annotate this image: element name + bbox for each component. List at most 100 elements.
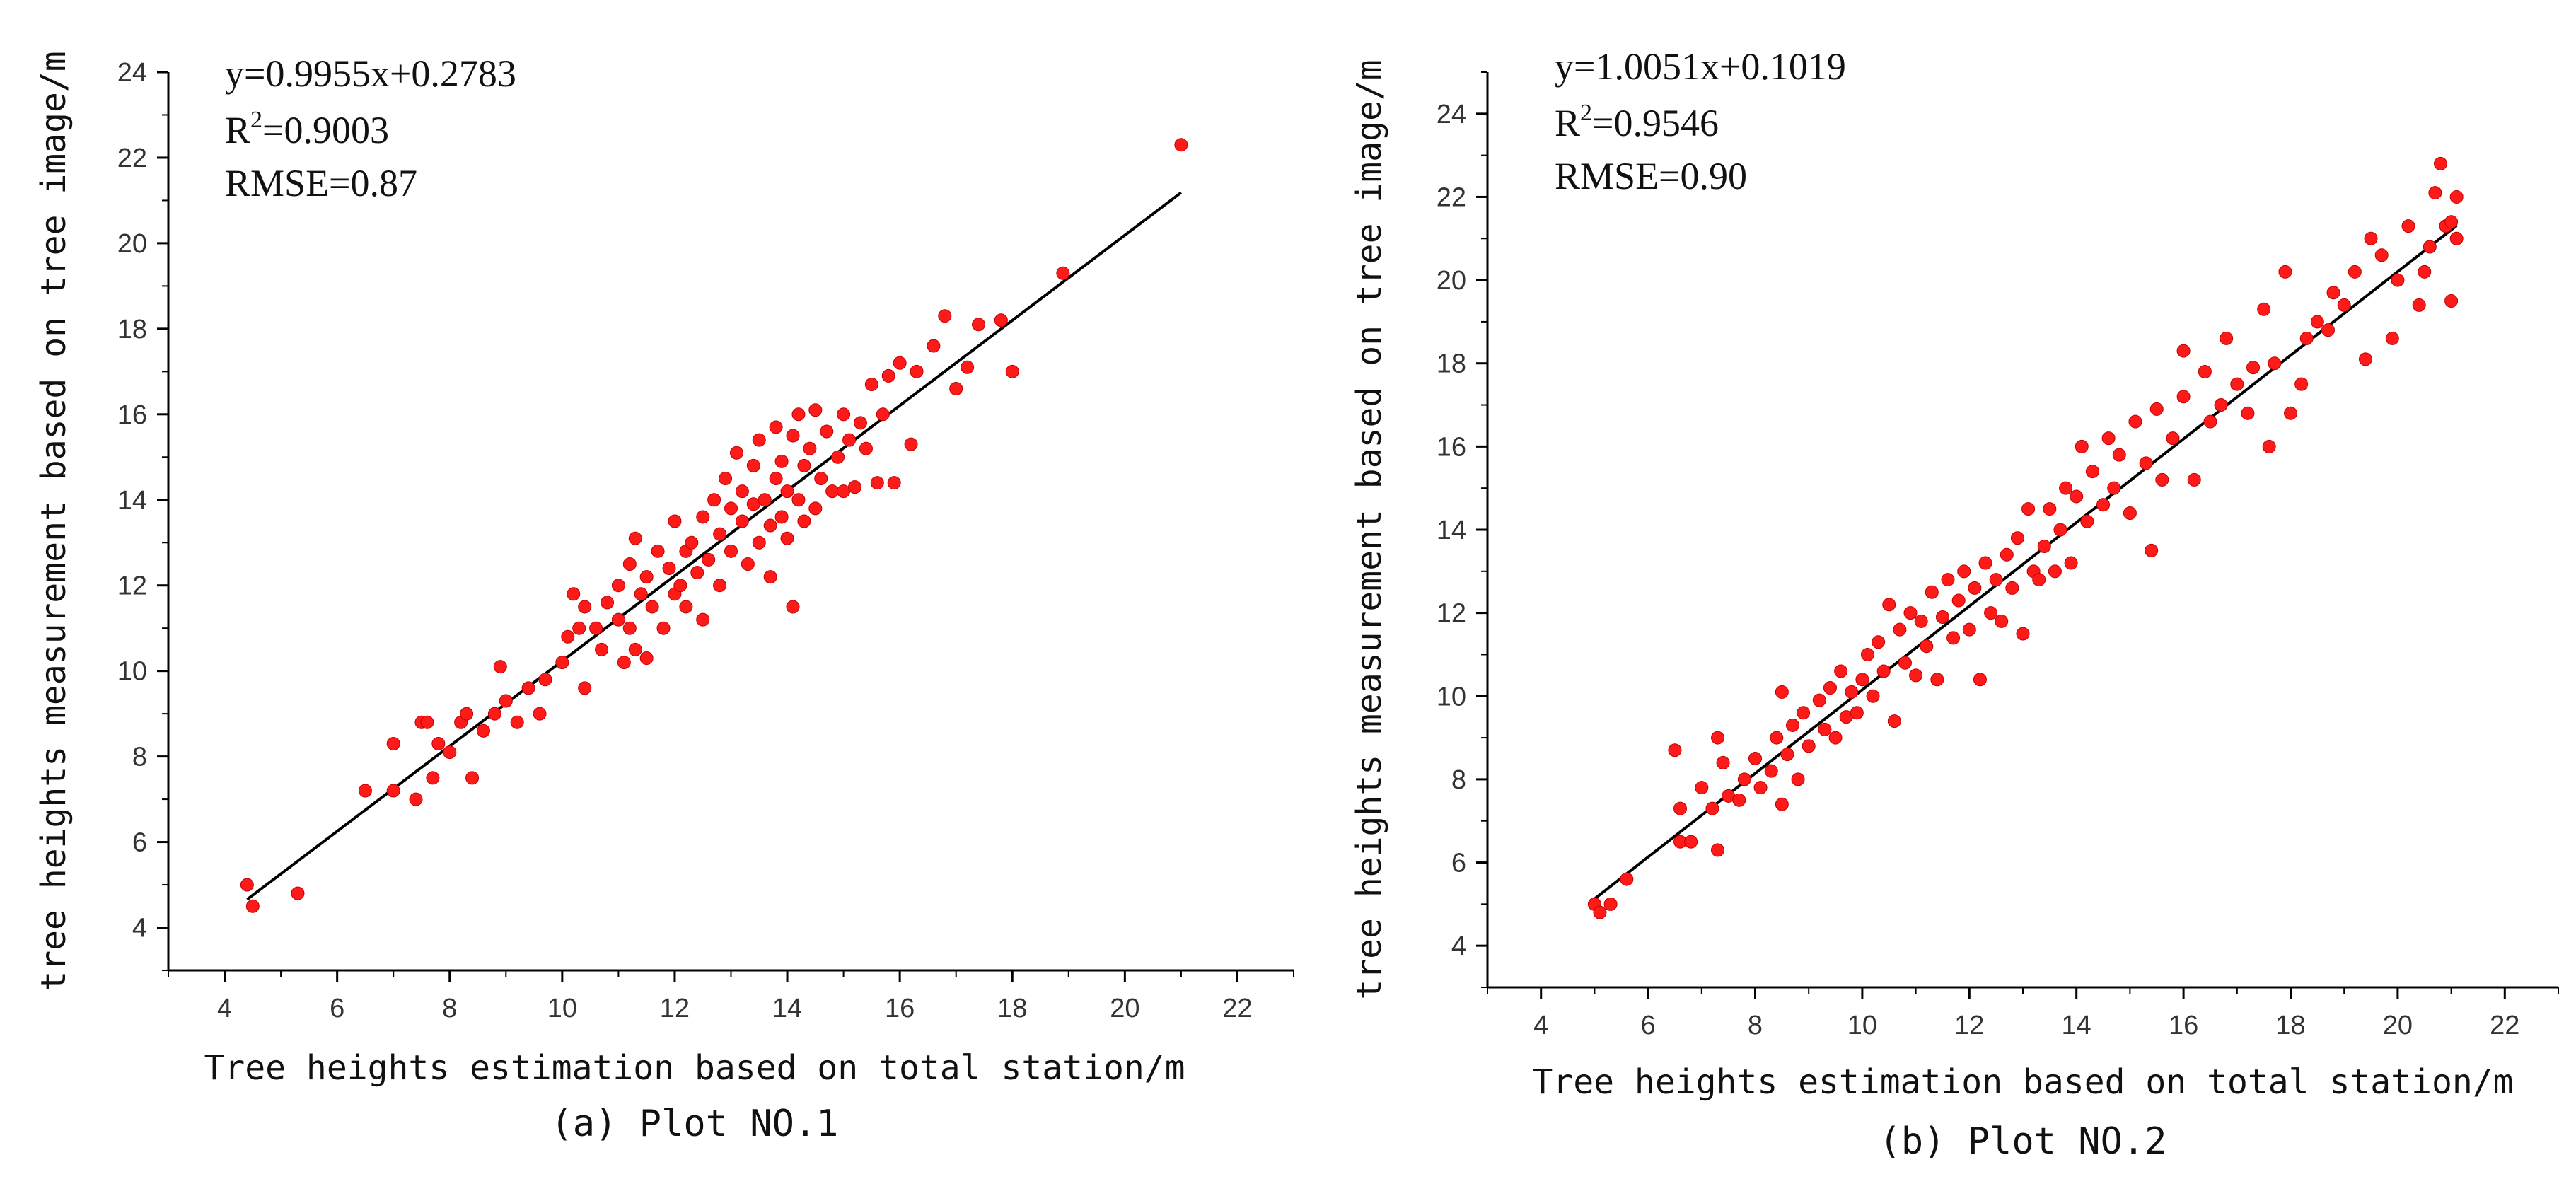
data-point (1732, 793, 1746, 807)
y-tick-label: 16 (117, 400, 147, 430)
y-tick-label: 14 (1437, 516, 1466, 545)
data-point (1855, 673, 1869, 687)
data-point (600, 596, 614, 610)
y-tick-label: 24 (1437, 100, 1466, 129)
data-point (2230, 377, 2244, 391)
x-tick-label: 22 (1222, 994, 1252, 1023)
data-point (1930, 673, 1944, 687)
data-point (662, 562, 676, 576)
data-point (1845, 685, 1859, 699)
data-point (533, 707, 547, 721)
data-point (2428, 186, 2442, 200)
data-point (719, 472, 733, 486)
data-point (1828, 731, 1843, 745)
data-point (1593, 905, 1607, 919)
data-point (460, 707, 474, 721)
data-point (2262, 439, 2276, 453)
x-tick-label: 6 (330, 994, 344, 1023)
data-point (487, 707, 501, 721)
data-point (837, 407, 851, 422)
data-point (1711, 843, 1725, 857)
data-point (724, 501, 738, 516)
data-point (696, 612, 710, 627)
data-point (2064, 556, 2078, 570)
y-tick-label: 8 (1451, 765, 1466, 795)
y-tick-label: 16 (1437, 432, 1466, 462)
data-point (2021, 502, 2036, 516)
data-point (763, 570, 777, 584)
data-point (1989, 573, 2003, 587)
data-point (493, 660, 507, 674)
data-point (1775, 685, 1789, 699)
data-point (774, 454, 789, 468)
data-point (431, 736, 446, 750)
data-point (938, 309, 952, 323)
data-point (245, 899, 260, 913)
data-point (949, 382, 963, 396)
data-point (2241, 406, 2255, 420)
data-point (2149, 402, 2164, 416)
data-point (1753, 781, 1768, 795)
data-point (2423, 240, 2437, 254)
y-tick-label: 4 (1451, 931, 1466, 961)
data-point (2043, 502, 2057, 516)
panel-a: 4 6 8 10 12 14 16 18 20 22 4 6 8 10 12 14 16 18 20 22 24 y=0… (34, 51, 1294, 1145)
data-point (831, 450, 845, 464)
data-point (1716, 755, 1730, 769)
x-tick-label: 4 (1533, 1011, 1548, 1040)
data-point (713, 527, 727, 541)
ticks-a: 4 6 8 10 12 14 16 18 20 22 4 6 8 10 12 14 16 18 20 22 24 (117, 58, 1294, 1023)
data-point (386, 784, 400, 798)
data-point (702, 552, 716, 567)
data-point (853, 416, 867, 430)
data-point (786, 600, 800, 614)
data-point (2032, 573, 2046, 587)
x-tick-label: 20 (1110, 994, 1139, 1023)
caption-a: (a) Plot NO.1 (551, 1103, 839, 1145)
data-point (2203, 414, 2217, 429)
data-point (876, 407, 890, 422)
data-point (808, 501, 823, 516)
x-tick-label: 4 (217, 994, 232, 1023)
data-point (893, 356, 907, 370)
x-tick-label: 10 (1847, 1011, 1877, 1040)
data-point (927, 339, 941, 353)
y-tick-label: 18 (117, 315, 147, 344)
x-tick-label: 20 (2383, 1011, 2413, 1040)
data-point (358, 784, 372, 798)
y-tick-label: 6 (1451, 849, 1466, 878)
x-axis-label-a: Tree heights estimation based on total s… (204, 1048, 1185, 1088)
y-tick-label: 14 (117, 486, 147, 516)
data-point (1705, 801, 1719, 815)
data-point (887, 476, 901, 490)
data-point (622, 557, 637, 571)
data-points-b (1587, 156, 2464, 919)
data-point (2401, 219, 2415, 233)
data-point (848, 480, 862, 494)
data-point (2101, 431, 2116, 446)
data-point (2155, 472, 2169, 487)
data-point (2268, 356, 2282, 371)
data-point (578, 681, 592, 695)
data-point (240, 878, 254, 892)
x-tick-label: 12 (1954, 1011, 1984, 1040)
data-point (696, 510, 710, 524)
r-squared-text-b: R2=0.9546 (1555, 100, 1719, 144)
data-point (2000, 547, 2014, 562)
data-point (1909, 668, 1923, 683)
data-point (499, 694, 513, 708)
data-point (1968, 581, 1982, 595)
data-point (291, 886, 305, 900)
y-tick-label: 8 (132, 743, 147, 772)
data-point (2391, 273, 2405, 287)
data-point (1603, 897, 1618, 911)
data-point (420, 715, 434, 729)
data-point (2246, 361, 2261, 375)
data-point (1797, 706, 1811, 720)
data-point (2005, 581, 2019, 595)
data-point (639, 651, 654, 666)
data-point (2187, 472, 2201, 487)
data-point (2220, 331, 2234, 345)
x-axis-label-b: Tree heights estimation based on total s… (1532, 1062, 2513, 1102)
